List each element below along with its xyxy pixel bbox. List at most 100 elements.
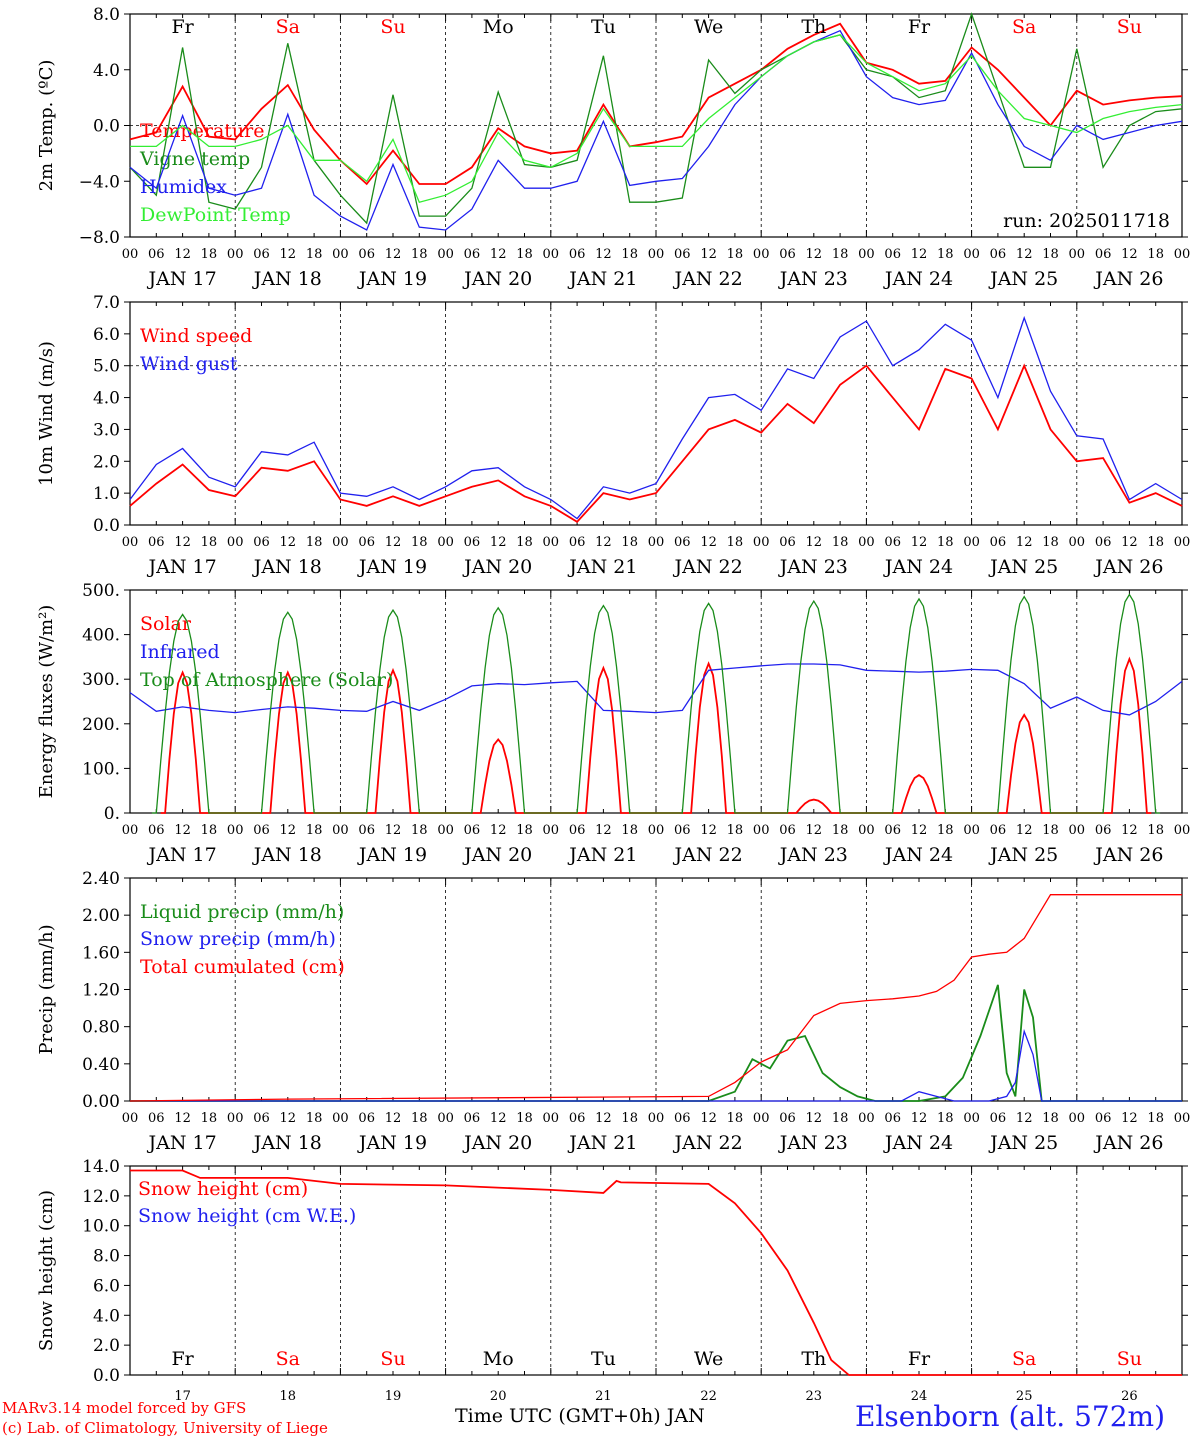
x-day-label: JAN 21	[567, 1132, 637, 1154]
x-hour-label: 06	[674, 1111, 691, 1126]
chart-panel-2: 7.0 6.0 5.0 4.0 3.0 2.0 1.0 0.0 10m Wind (m/s) 00…	[36, 293, 1190, 578]
x-hour-label: 00	[858, 535, 875, 550]
x-day-label: JAN 24	[883, 844, 953, 866]
x-hour-label: 18	[832, 1111, 849, 1126]
y-tick-label: 4.0	[93, 61, 120, 81]
x-hour-label: 18	[516, 823, 533, 838]
x-day-number: 17	[174, 1389, 191, 1404]
credit-line-2: (c) Lab. of Climatology, University of L…	[2, 1419, 328, 1437]
x-hour-label: 12	[911, 823, 928, 838]
weekday-label: Su	[1117, 16, 1142, 38]
x-day-label: JAN 19	[357, 844, 427, 866]
y-tick-label: 0.40	[82, 1055, 120, 1075]
y-tick-label: 6.0	[93, 325, 120, 345]
y-tick-label: 1.0	[93, 484, 120, 504]
y-tick-label: 0.0	[93, 516, 120, 536]
plot-frame	[129, 589, 1183, 814]
x-hour-label: 06	[990, 1111, 1007, 1126]
x-hour-label: 00	[648, 535, 665, 550]
x-day-label: JAN 26	[1093, 844, 1163, 866]
x-hour-label: 06	[990, 247, 1007, 262]
x-day-label: JAN 22	[673, 844, 743, 866]
legend-label: Snow height (cm W.E.)	[138, 1205, 356, 1227]
x-hour-label: 18	[306, 823, 323, 838]
x-hour-label: 00	[1174, 247, 1191, 262]
x-hour-label: 18	[411, 535, 428, 550]
x-hour-label: 00	[1069, 535, 1086, 550]
weekday-label: Fr	[908, 1348, 931, 1370]
x-day-label: JAN 17	[147, 268, 217, 290]
x-hour-label: 12	[700, 535, 717, 550]
series-line-lightgreen	[130, 34, 1183, 203]
y-tick-label: 5.0	[93, 357, 120, 377]
x-hour-label: 06	[148, 1111, 165, 1126]
legend-label: Top of Atmosphere (Solar)	[140, 669, 393, 691]
x-hour-label: 00	[227, 247, 244, 262]
x-hour-label: 00	[437, 1111, 454, 1126]
y-tick-label: 100.	[82, 759, 120, 779]
x-hour-label: 12	[490, 247, 507, 262]
x-hour-label: 00	[332, 247, 349, 262]
x-hour-label: 18	[1042, 1111, 1059, 1126]
x-hour-label: 12	[911, 1111, 928, 1126]
x-day-label: JAN 26	[1093, 556, 1163, 578]
x-hour-label: 00	[122, 535, 139, 550]
x-hour-label: 18	[1147, 823, 1164, 838]
series-line-green	[129, 11, 1183, 225]
x-hour-label: 18	[727, 247, 744, 262]
x-hour-label: 00	[437, 535, 454, 550]
x-hour-label: 18	[832, 823, 849, 838]
x-hour-label: 06	[1095, 535, 1112, 550]
x-hour-label: 00	[227, 1111, 244, 1126]
legend-label: Wind speed	[140, 325, 252, 347]
x-hour-label: 12	[595, 535, 612, 550]
legend-label: Snow height (cm)	[138, 1178, 308, 1200]
x-hour-label: 00	[648, 823, 665, 838]
x-day-label: JAN 20	[462, 844, 532, 866]
weekday-label: Su	[380, 16, 405, 38]
x-day-label: JAN 21	[567, 556, 637, 578]
x-hour-label: 18	[727, 1111, 744, 1126]
x-day-label: JAN 21	[567, 268, 637, 290]
x-hour-label: 18	[1042, 823, 1059, 838]
x-hour-label: 12	[280, 1111, 297, 1126]
x-day-label: JAN 20	[462, 1132, 532, 1154]
y-tick-label: 0.00	[82, 1092, 120, 1112]
x-hour-label: 18	[937, 823, 954, 838]
x-hour-label: 06	[358, 247, 375, 262]
x-hour-label: 18	[411, 247, 428, 262]
legend-label: Temperature	[140, 120, 264, 142]
x-hour-label: 18	[201, 247, 218, 262]
x-day-label: JAN 22	[673, 556, 743, 578]
x-day-label: JAN 23	[778, 268, 848, 290]
x-hour-label: 12	[911, 535, 928, 550]
x-hour-label: 06	[148, 247, 165, 262]
x-hour-label: 00	[753, 1111, 770, 1126]
y-tick-label: 12.0	[82, 1187, 120, 1207]
x-hour-label: 18	[1042, 535, 1059, 550]
x-hour-label: 18	[621, 535, 638, 550]
legend-label: Infrared	[140, 641, 220, 663]
x-hour-label: 18	[516, 247, 533, 262]
x-day-number: 23	[806, 1389, 823, 1404]
y-tick-label: 8.0	[93, 5, 120, 25]
x-hour-label: 12	[280, 823, 297, 838]
x-day-label: JAN 18	[252, 844, 322, 866]
x-hour-label: 18	[516, 1111, 533, 1126]
x-hour-label: 18	[1147, 535, 1164, 550]
x-day-number: 22	[700, 1389, 717, 1404]
x-hour-label: 00	[227, 535, 244, 550]
x-hour-label: 12	[911, 247, 928, 262]
x-hour-label: 12	[280, 535, 297, 550]
x-hour-label: 18	[306, 535, 323, 550]
series-line-blue	[129, 315, 1183, 520]
x-hour-label: 00	[543, 1111, 560, 1126]
x-hour-label: 00	[648, 247, 665, 262]
x-hour-label: 06	[674, 247, 691, 262]
x-day-label: JAN 17	[147, 1132, 217, 1154]
x-hour-label: 18	[201, 1111, 218, 1126]
x-hour-label: 18	[411, 823, 428, 838]
legend-label: Vigne temp	[139, 148, 250, 170]
y-tick-label: 0.0	[93, 1366, 120, 1386]
